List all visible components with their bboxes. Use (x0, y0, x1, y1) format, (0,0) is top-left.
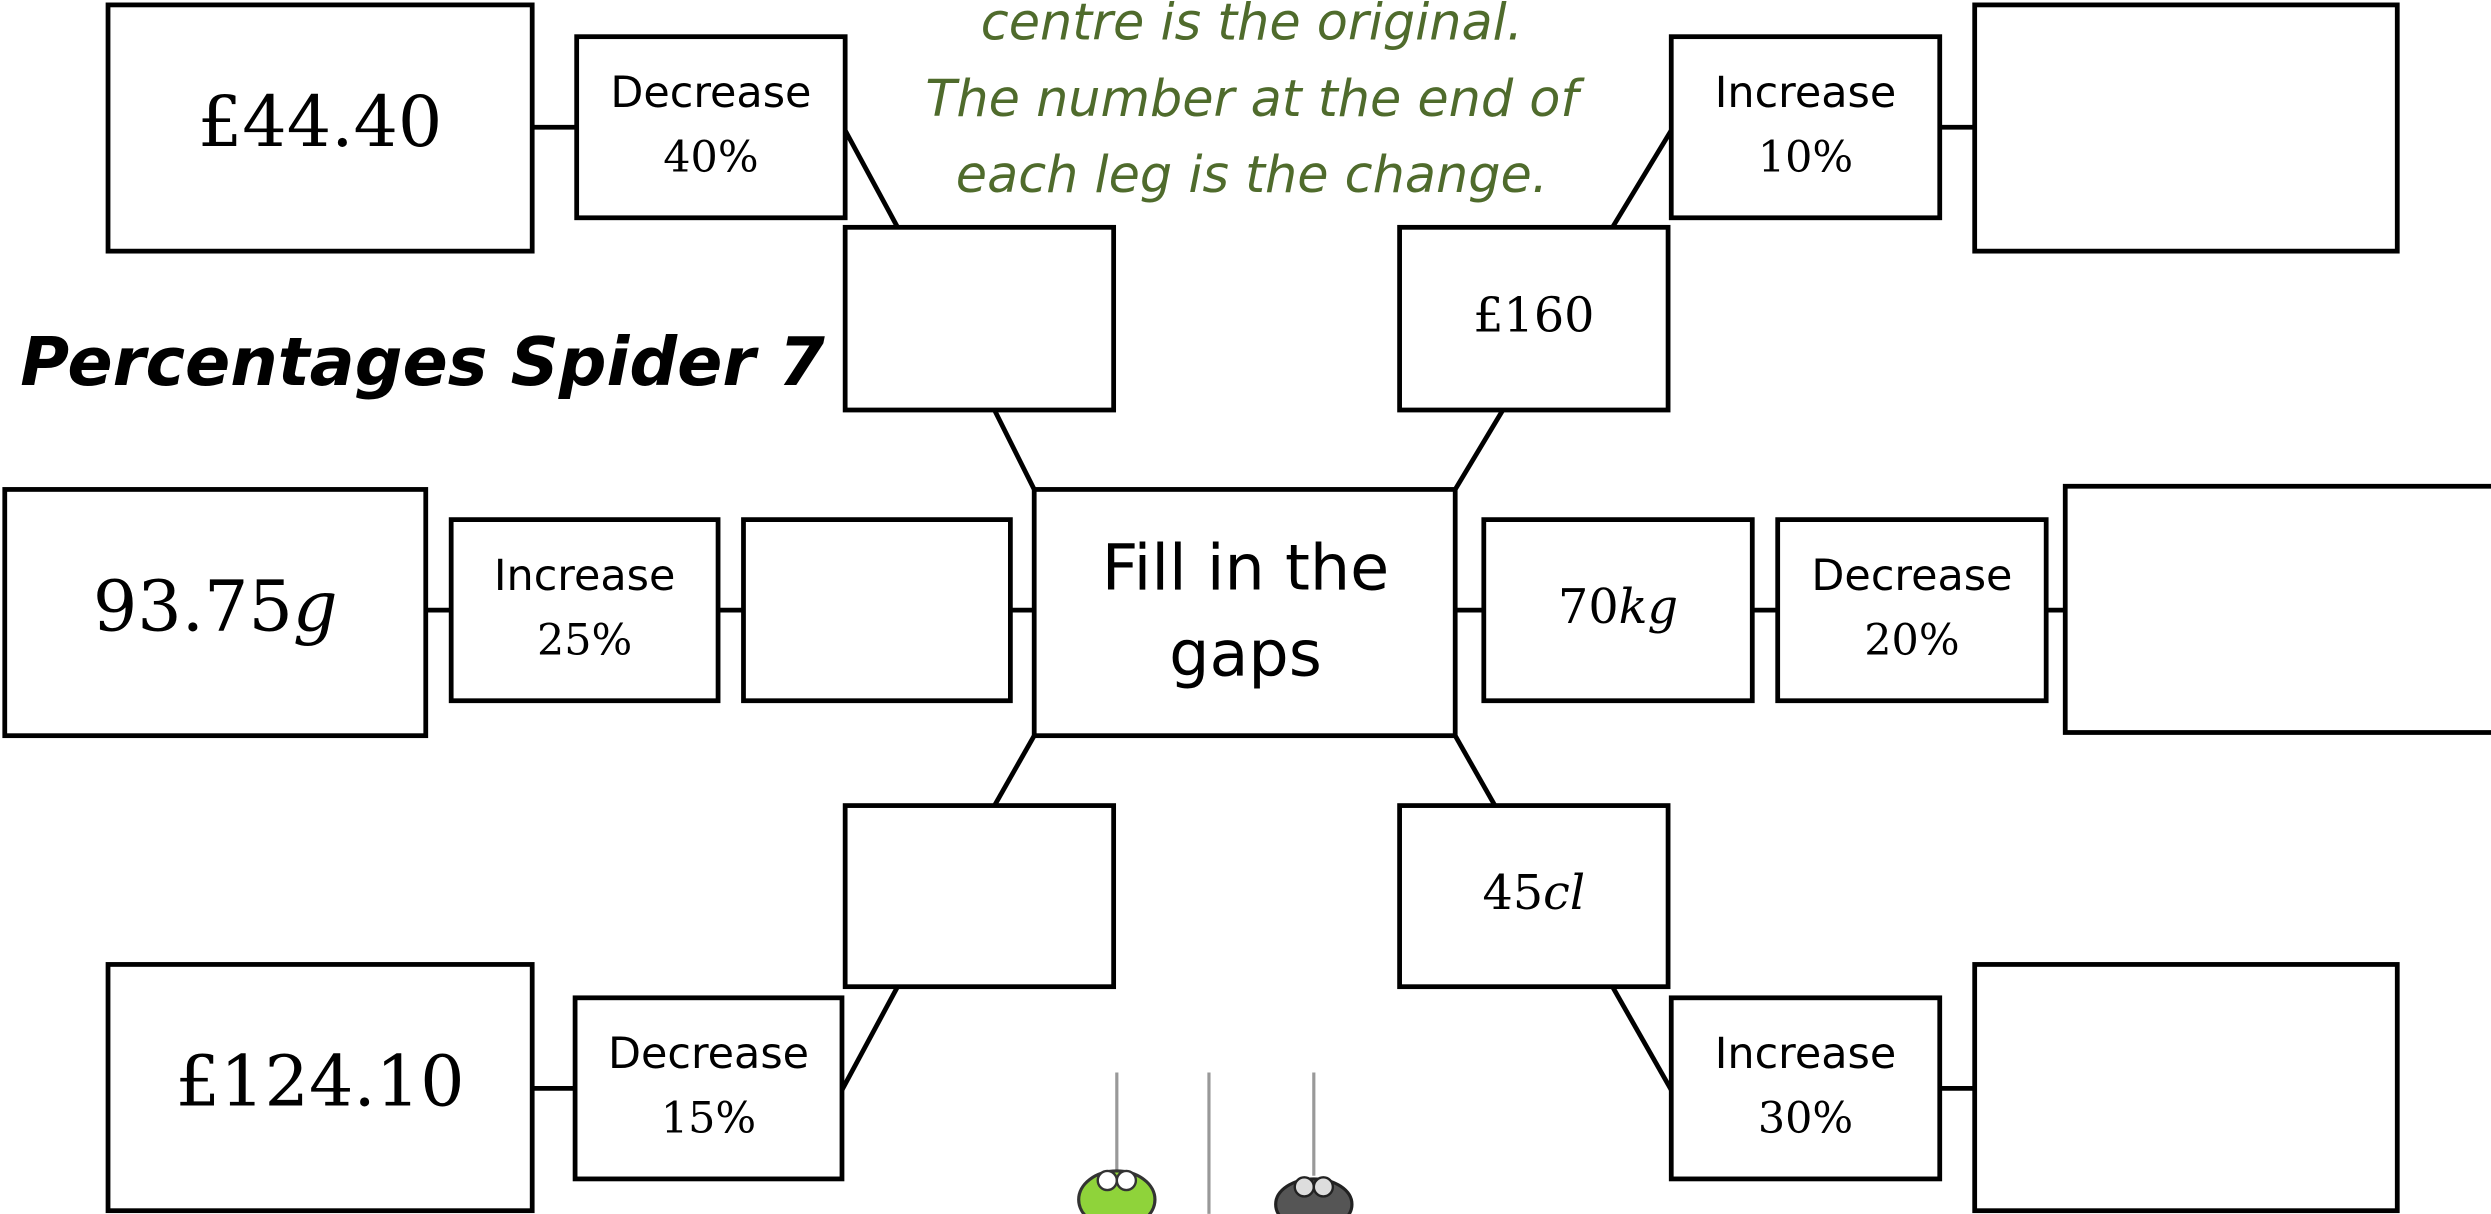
end-box (2, 487, 429, 739)
operation: Increase (1715, 68, 1896, 118)
operation-box (1775, 517, 2049, 704)
operation-box (572, 995, 845, 1182)
end-box (2062, 483, 2491, 735)
connector (1453, 734, 1497, 807)
end-box (1972, 2, 2400, 254)
percent: 20% (1864, 616, 1959, 666)
inner-box (741, 517, 1013, 704)
connector (839, 985, 900, 1092)
inner-box (1397, 803, 1671, 990)
operation: Decrease (608, 1029, 809, 1079)
operation: Decrease (1811, 551, 2012, 601)
end-box (1972, 962, 2400, 1214)
inner-value: £160 (1473, 288, 1594, 343)
connector (1453, 408, 1505, 491)
value: £160 (1473, 288, 1594, 343)
end-value: 93.75g (93, 567, 338, 648)
inner-box (842, 224, 1117, 413)
operation-box (448, 517, 721, 704)
connector (992, 734, 1037, 807)
unit: g (293, 567, 338, 648)
end-value: £44.40 (198, 82, 443, 163)
connector (843, 129, 900, 229)
inner-value: 70kg (1558, 580, 1678, 635)
percent: 30% (1758, 1094, 1853, 1144)
percent: 10% (1758, 133, 1853, 183)
unit: kg (1619, 580, 1678, 635)
connector (1610, 129, 1674, 229)
instruction: each leg is the change. (956, 145, 1548, 204)
inner-box (1397, 224, 1671, 413)
end-box (105, 2, 535, 254)
value: 93.75 (93, 567, 293, 648)
operation-box (1668, 995, 1943, 1182)
inner-box (842, 803, 1117, 990)
inner-box (1481, 517, 1755, 704)
connector (1610, 985, 1674, 1092)
operation-box (574, 34, 848, 221)
instruction: The number at the end of (925, 69, 1585, 128)
end-box (105, 962, 535, 1214)
percent: 25% (537, 616, 632, 666)
centre-text: Fill in the (1102, 531, 1389, 605)
operation: Increase (1715, 1029, 1896, 1079)
centre-text: gaps (1169, 616, 1322, 690)
operation: Decrease (610, 68, 811, 118)
inner-value: 45cl (1483, 866, 1586, 921)
operation: Increase (494, 551, 675, 601)
value: 45 (1483, 866, 1544, 921)
spiders (1077, 1072, 1354, 1214)
percent: 15% (661, 1094, 756, 1144)
operation-box (1668, 34, 1943, 221)
value: 70 (1558, 580, 1619, 635)
unit: cl (1543, 866, 1585, 921)
centre-box (1031, 487, 1458, 739)
end-value: £124.10 (176, 1042, 465, 1123)
value: £44.40 (198, 82, 443, 163)
instruction: centre is the original. (981, 0, 1523, 52)
value: £124.10 (176, 1042, 465, 1123)
connector (992, 408, 1037, 491)
percent: 40% (663, 133, 758, 183)
title: Percentages Spider 7 (20, 323, 825, 401)
